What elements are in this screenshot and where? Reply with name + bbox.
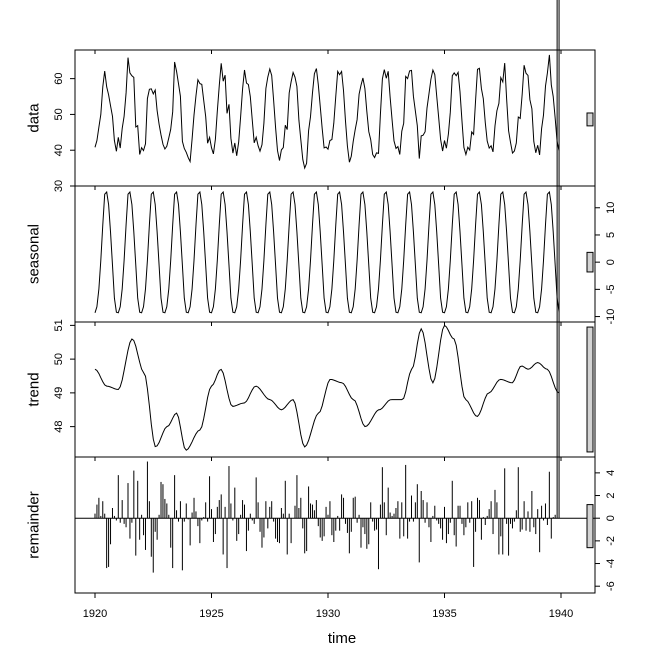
y-tick-label: 30 [53, 180, 65, 192]
range-bar [586, 112, 594, 127]
y-tick-label: 0 [605, 259, 617, 265]
panel-trend: 48 49 50 51 trend [26, 319, 596, 458]
y-tick-label: -2 [605, 536, 617, 546]
x-tick-label: 1930 [316, 608, 340, 620]
y-tick-label: 40 [53, 144, 65, 156]
y-tick-label: 51 [53, 319, 65, 331]
x-tick-label: 1935 [432, 608, 456, 620]
y-tick-label: -4 [605, 559, 617, 569]
panel-seasonal: -10 -5 0 5 10 seasonal [26, 185, 617, 325]
y-tick-label: 10 [605, 202, 617, 214]
x-axis: 1920 1925 1930 1935 1940 time [83, 593, 573, 647]
panel-ylabel: remainder [26, 491, 43, 559]
panel-remainder: -6 -4 -2 0 2 4 remainder [26, 0, 617, 594]
y-tick-label: 50 [53, 353, 65, 365]
range-bar [586, 326, 594, 453]
y-tick-label: 50 [53, 108, 65, 120]
x-axis-label: time [328, 630, 356, 647]
panel-ylabel: data [26, 103, 43, 133]
seasonal-line [94, 190, 560, 314]
panel-data: 30 40 50 60 data [26, 49, 596, 192]
panel-ylabel: seasonal [26, 224, 43, 284]
panel-ylabel: trend [26, 372, 43, 406]
y-tick-label: 48 [53, 421, 65, 433]
trend-line [94, 324, 560, 451]
y-tick-label: -5 [605, 284, 617, 294]
y-tick-label: 0 [605, 515, 617, 521]
panel-frame [74, 456, 596, 594]
range-bar [586, 504, 594, 549]
data-line [94, 54, 560, 170]
x-tick-label: 1940 [549, 608, 573, 620]
y-tick-label: 2 [605, 492, 617, 498]
x-tick-label: 1920 [83, 608, 107, 620]
y-tick-label: -6 [605, 581, 617, 591]
y-tick-label: 49 [53, 387, 65, 399]
y-tick-label: 60 [53, 73, 65, 85]
y-tick-label: -10 [605, 309, 617, 325]
range-bar [586, 251, 594, 273]
y-tick-label: 4 [605, 470, 617, 476]
x-tick-label: 1925 [199, 608, 223, 620]
y-tick-label: 5 [605, 232, 617, 238]
panel-frame [74, 49, 596, 187]
